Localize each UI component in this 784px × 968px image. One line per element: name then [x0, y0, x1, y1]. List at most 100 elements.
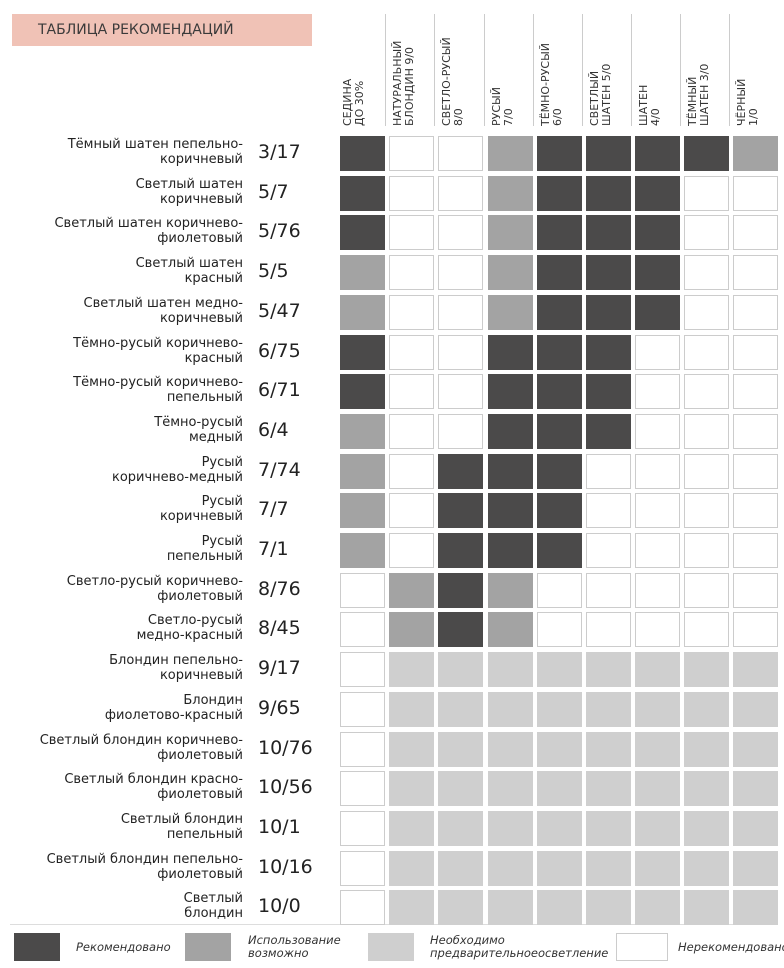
cell-D: [635, 136, 680, 171]
cell-M: [488, 175, 533, 211]
table-title: ТАБЛИЦА РЕКОМЕНДАЦИЙ: [12, 14, 312, 46]
cell-W: [684, 294, 729, 330]
cell-L: [488, 771, 533, 807]
cell-D: [635, 215, 680, 251]
cell-D: [635, 294, 680, 330]
cell-L: [438, 850, 483, 886]
cell-W: [389, 334, 434, 370]
cell-D: [586, 413, 631, 449]
cell-W: [340, 572, 385, 608]
row-label: Русый пепельный: [166, 534, 243, 564]
cell-L: [733, 810, 778, 846]
legend-label: Использование возможно: [248, 933, 341, 960]
cell-M: [389, 612, 434, 648]
cell-L: [684, 850, 729, 886]
cell-W: [684, 413, 729, 449]
cell-L: [438, 890, 483, 926]
cell-L: [537, 652, 582, 688]
cell-W: [684, 533, 729, 568]
cell-W: [389, 175, 434, 211]
cell-L: [438, 691, 483, 727]
row-label: Блондин фиолетово-красный: [104, 692, 243, 723]
cell-L: [389, 771, 434, 807]
cell-L: [586, 652, 631, 688]
cell-W: [537, 572, 582, 608]
cell-D: [438, 533, 483, 568]
cell-W: [684, 175, 729, 211]
column-header: ТЁМНЫЙ ШАТЕН 3/0: [680, 14, 727, 126]
column-header-label: ШАТЕН 4/0: [637, 84, 662, 126]
cell-W: [340, 731, 385, 767]
cell-L: [389, 731, 434, 767]
cell-L: [684, 652, 729, 688]
cell-M: [488, 572, 533, 608]
cell-D: [586, 255, 631, 291]
cell-W: [389, 374, 434, 410]
shade-code: 5/76: [258, 220, 301, 243]
cell-D: [488, 533, 533, 568]
row-label: Тёмный шатен пепельно- коричневый: [67, 137, 243, 167]
cell-W: [733, 493, 778, 529]
cell-L: [438, 810, 483, 846]
cell-D: [340, 215, 385, 251]
cell-W: [733, 572, 778, 608]
cell-L: [635, 652, 680, 688]
shade-code: 6/4: [258, 418, 289, 441]
cell-W: [635, 612, 680, 648]
cell-W: [684, 374, 729, 410]
cell-W: [586, 533, 631, 568]
cell-W: [733, 533, 778, 568]
cell-D: [586, 334, 631, 370]
cell-W: [733, 334, 778, 370]
cell-W: [733, 294, 778, 330]
cell-L: [537, 691, 582, 727]
cell-D: [340, 175, 385, 211]
cell-L: [488, 850, 533, 886]
cell-L: [586, 810, 631, 846]
cell-L: [438, 771, 483, 807]
cell-W: [684, 572, 729, 608]
shade-code: 9/17: [258, 657, 301, 680]
cell-M: [488, 215, 533, 251]
cell-W: [438, 175, 483, 211]
cell-L: [733, 850, 778, 886]
legend-swatch: [14, 933, 60, 961]
cell-D: [537, 215, 582, 251]
legend-swatch: [185, 933, 231, 961]
cell-L: [733, 691, 778, 727]
cell-D: [537, 533, 582, 568]
legend-label: Нерекомендовано: [678, 940, 784, 954]
cell-D: [488, 453, 533, 489]
row-label: Светлый блондин пепельный: [120, 811, 243, 842]
cell-W: [438, 136, 483, 171]
column-header-label: НАТУРАЛЬНЫЙ БЛОНДИН 9/0: [391, 40, 416, 126]
cell-L: [684, 890, 729, 926]
cell-D: [488, 493, 533, 529]
cell-L: [586, 850, 631, 886]
cell-L: [684, 731, 729, 767]
cell-M: [340, 533, 385, 568]
cell-L: [537, 890, 582, 926]
cell-L: [488, 731, 533, 767]
cell-D: [635, 255, 680, 291]
cell-W: [438, 334, 483, 370]
column-header: ШАТЕН 4/0: [631, 14, 678, 126]
cell-D: [340, 374, 385, 410]
cell-L: [684, 691, 729, 727]
row-label: Светло-русый коричнево- фиолетовый: [66, 573, 243, 604]
cell-W: [733, 453, 778, 489]
cell-M: [340, 453, 385, 489]
shade-code: 3/17: [258, 141, 301, 163]
cell-D: [438, 572, 483, 608]
cell-L: [389, 810, 434, 846]
shade-code: 7/1: [258, 538, 289, 560]
cell-D: [438, 453, 483, 489]
cell-M: [488, 612, 533, 648]
shade-code: 8/76: [258, 577, 301, 600]
cell-W: [733, 612, 778, 648]
cell-L: [635, 850, 680, 886]
cell-W: [438, 255, 483, 291]
cell-M: [488, 255, 533, 291]
cell-D: [537, 175, 582, 211]
cell-W: [684, 612, 729, 648]
